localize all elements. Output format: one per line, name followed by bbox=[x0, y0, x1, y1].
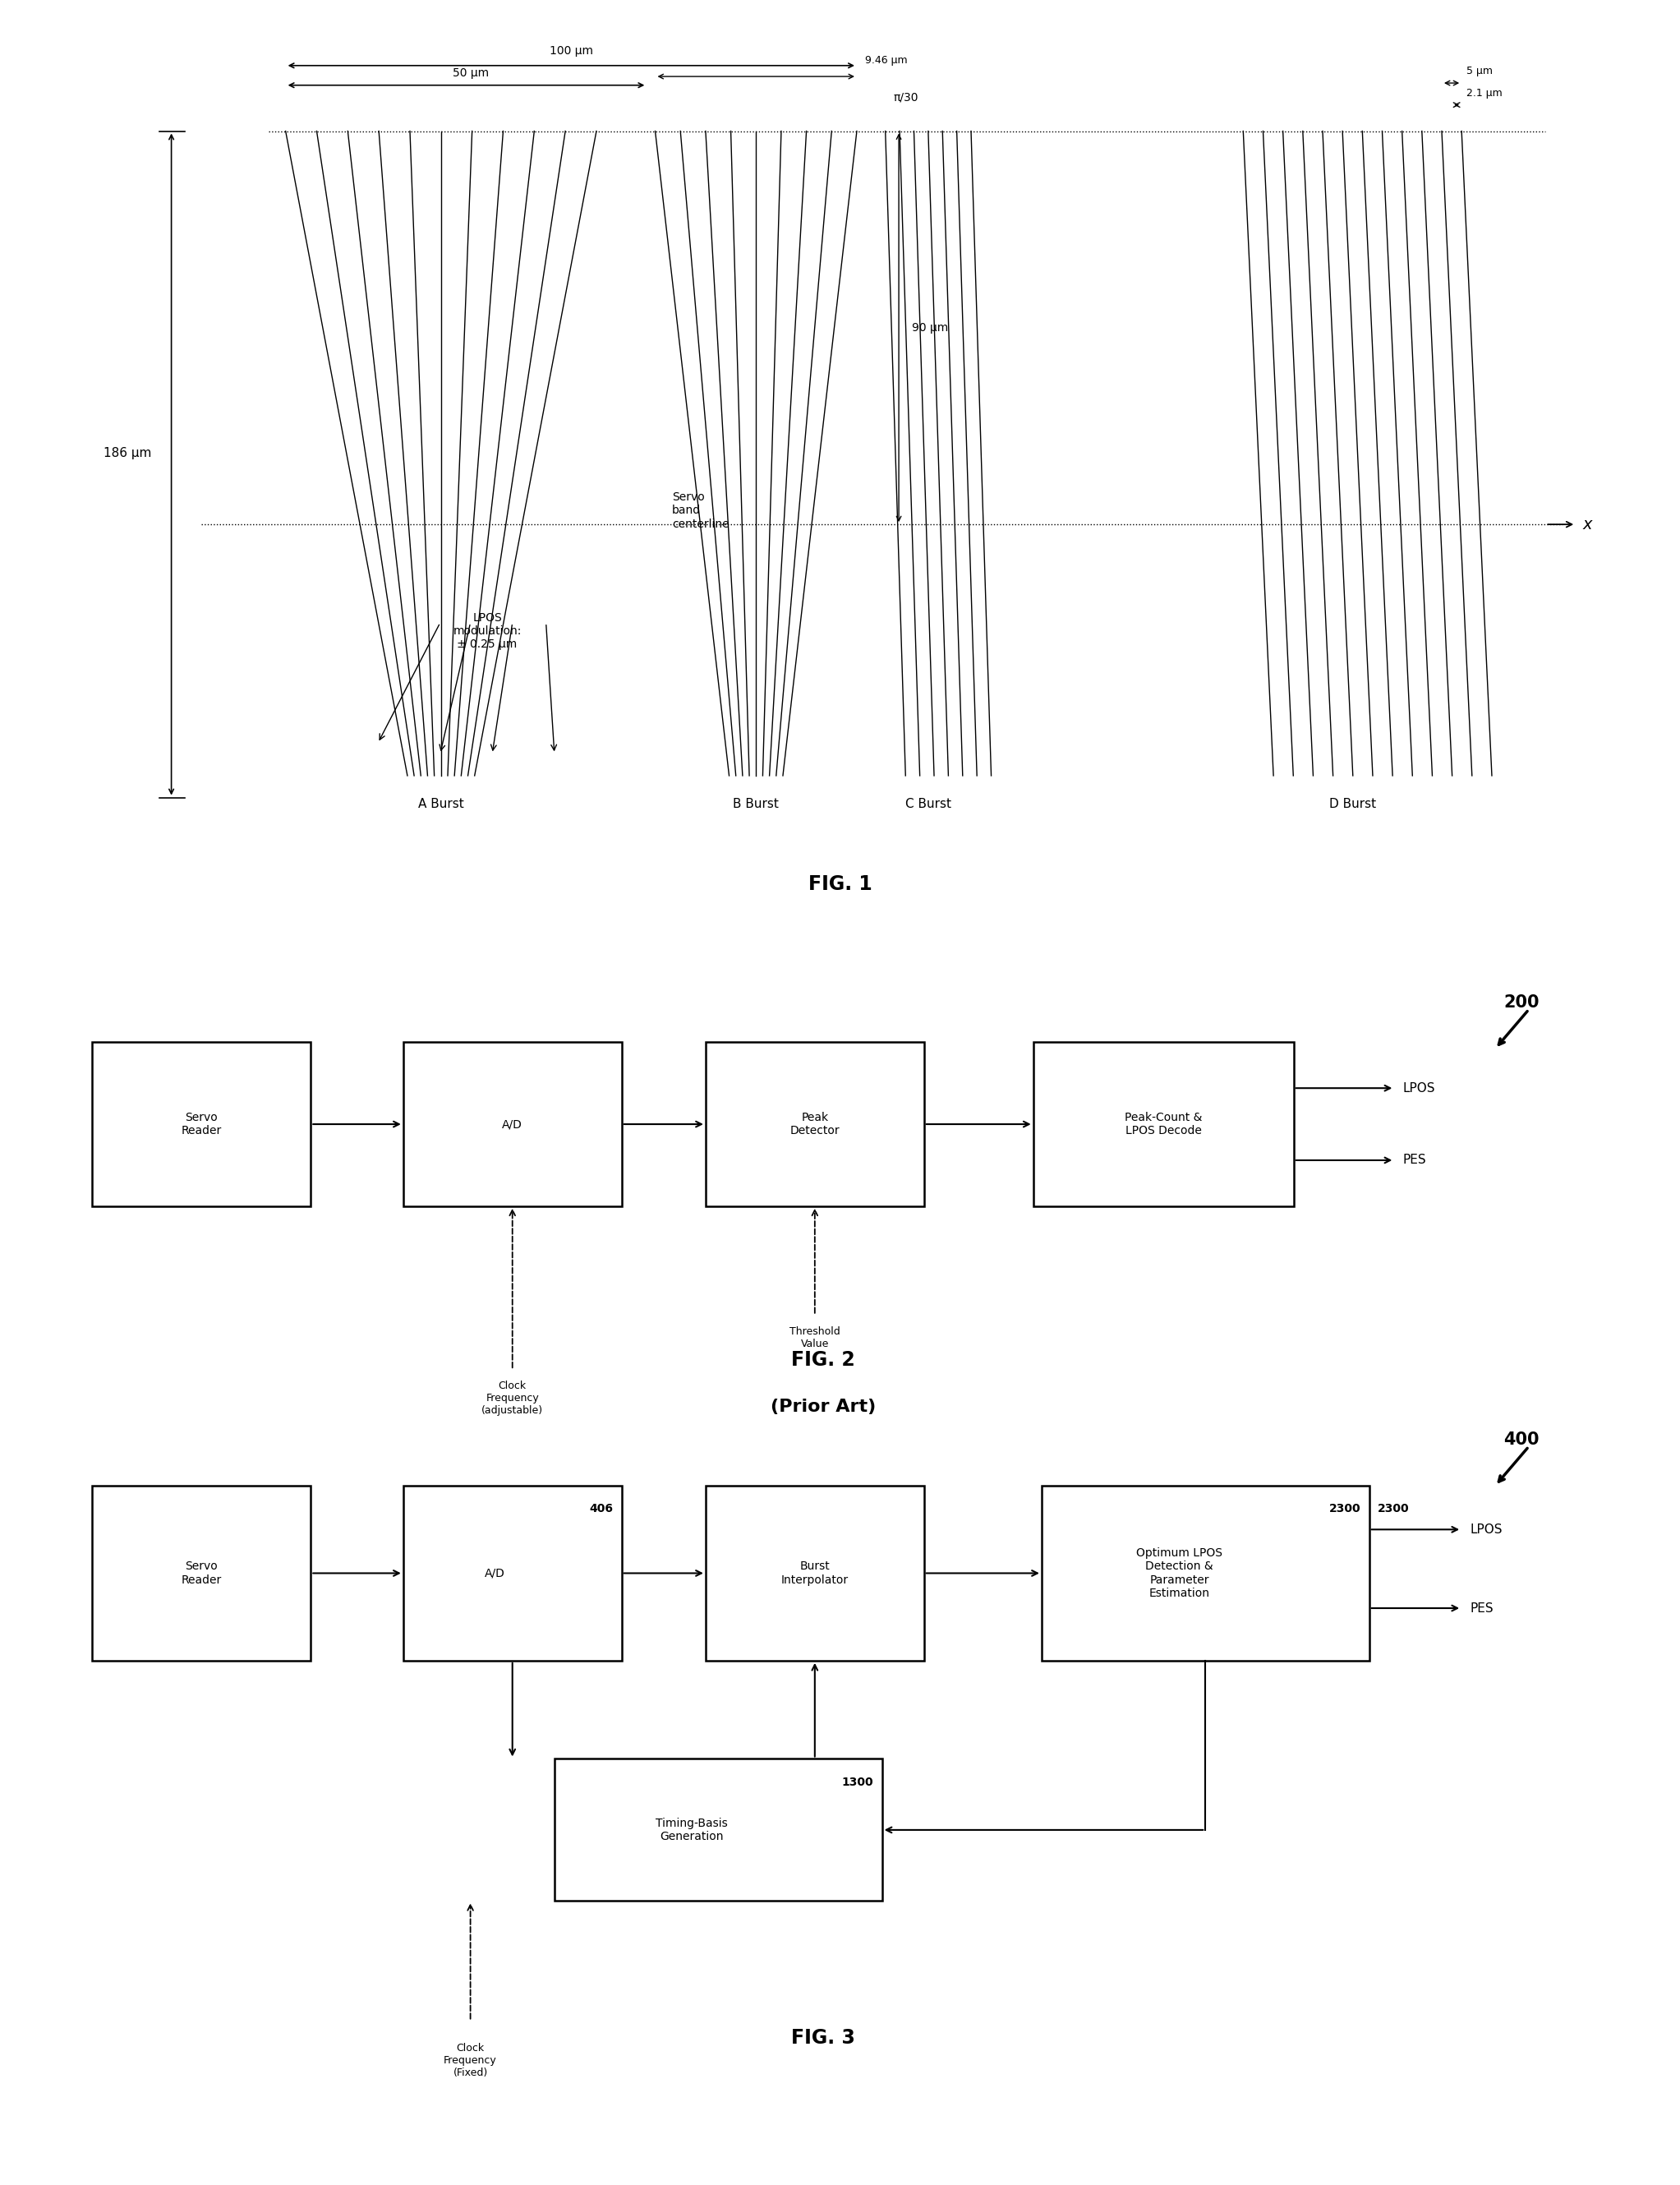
Text: Timing-Basis
Generation: Timing-Basis Generation bbox=[655, 1818, 727, 1842]
Text: A/D: A/D bbox=[502, 1119, 522, 1130]
Bar bbox=[1042, 1486, 1369, 1661]
Text: π/30: π/30 bbox=[894, 92, 919, 103]
Text: 2300: 2300 bbox=[1329, 1503, 1361, 1514]
Text: 9.46 μm: 9.46 μm bbox=[865, 55, 907, 66]
Text: Optimum LPOS
Detection &
Parameter
Estimation: Optimum LPOS Detection & Parameter Estim… bbox=[1136, 1547, 1223, 1599]
Text: Peak
Detector: Peak Detector bbox=[790, 1112, 840, 1136]
Bar bbox=[403, 1486, 622, 1661]
Text: D Burst: D Burst bbox=[1329, 798, 1376, 811]
Text: 2.1 μm: 2.1 μm bbox=[1467, 87, 1502, 98]
Text: 406: 406 bbox=[590, 1503, 613, 1514]
Text: A/D: A/D bbox=[486, 1567, 506, 1580]
Text: 1300: 1300 bbox=[842, 1776, 874, 1787]
Text: Servo
Reader: Servo Reader bbox=[181, 1560, 222, 1586]
Text: 200: 200 bbox=[1504, 994, 1539, 1012]
Text: C Burst: C Burst bbox=[906, 798, 951, 811]
Text: 400: 400 bbox=[1504, 1431, 1539, 1449]
Text: 100 μm: 100 μm bbox=[549, 46, 593, 57]
Text: Clock
Frequency
(Fixed): Clock Frequency (Fixed) bbox=[444, 2043, 497, 2078]
Text: 90 μm: 90 μm bbox=[912, 321, 949, 334]
Text: (Prior Art): (Prior Art) bbox=[771, 1398, 875, 1416]
Text: LPOS: LPOS bbox=[1470, 1523, 1502, 1536]
Text: FIG. 1: FIG. 1 bbox=[808, 874, 872, 894]
Text: B Burst: B Burst bbox=[732, 798, 780, 811]
Text: PES: PES bbox=[1403, 1154, 1426, 1167]
Text: PES: PES bbox=[1470, 1602, 1494, 1615]
Bar bbox=[706, 1042, 924, 1206]
Text: A Burst: A Burst bbox=[418, 798, 464, 811]
Text: FIG. 2: FIG. 2 bbox=[791, 1350, 855, 1370]
Text: 50 μm: 50 μm bbox=[452, 68, 489, 79]
Text: Threshold
Value: Threshold Value bbox=[790, 1326, 840, 1350]
Text: Servo
Reader: Servo Reader bbox=[181, 1112, 222, 1136]
Bar bbox=[706, 1486, 924, 1661]
Text: LPOS
modulation:
± 0.25 μm: LPOS modulation: ± 0.25 μm bbox=[454, 612, 521, 649]
Text: LPOS: LPOS bbox=[1403, 1082, 1435, 1095]
Bar bbox=[554, 1759, 882, 1901]
Text: 186 μm: 186 μm bbox=[102, 448, 151, 459]
Text: 5 μm: 5 μm bbox=[1467, 66, 1494, 76]
Bar bbox=[92, 1486, 311, 1661]
Bar bbox=[92, 1042, 311, 1206]
Text: FIG. 3: FIG. 3 bbox=[791, 2028, 855, 2047]
Text: Peak-Count &
LPOS Decode: Peak-Count & LPOS Decode bbox=[1124, 1112, 1203, 1136]
Text: x: x bbox=[1583, 516, 1593, 533]
Text: Burst
Interpolator: Burst Interpolator bbox=[781, 1560, 848, 1586]
Text: Servo
band
centerline: Servo band centerline bbox=[672, 492, 729, 529]
Bar bbox=[1033, 1042, 1294, 1206]
Text: Clock
Frequency
(adjustable): Clock Frequency (adjustable) bbox=[482, 1381, 543, 1416]
Text: 2300: 2300 bbox=[1378, 1503, 1410, 1514]
Bar bbox=[403, 1042, 622, 1206]
